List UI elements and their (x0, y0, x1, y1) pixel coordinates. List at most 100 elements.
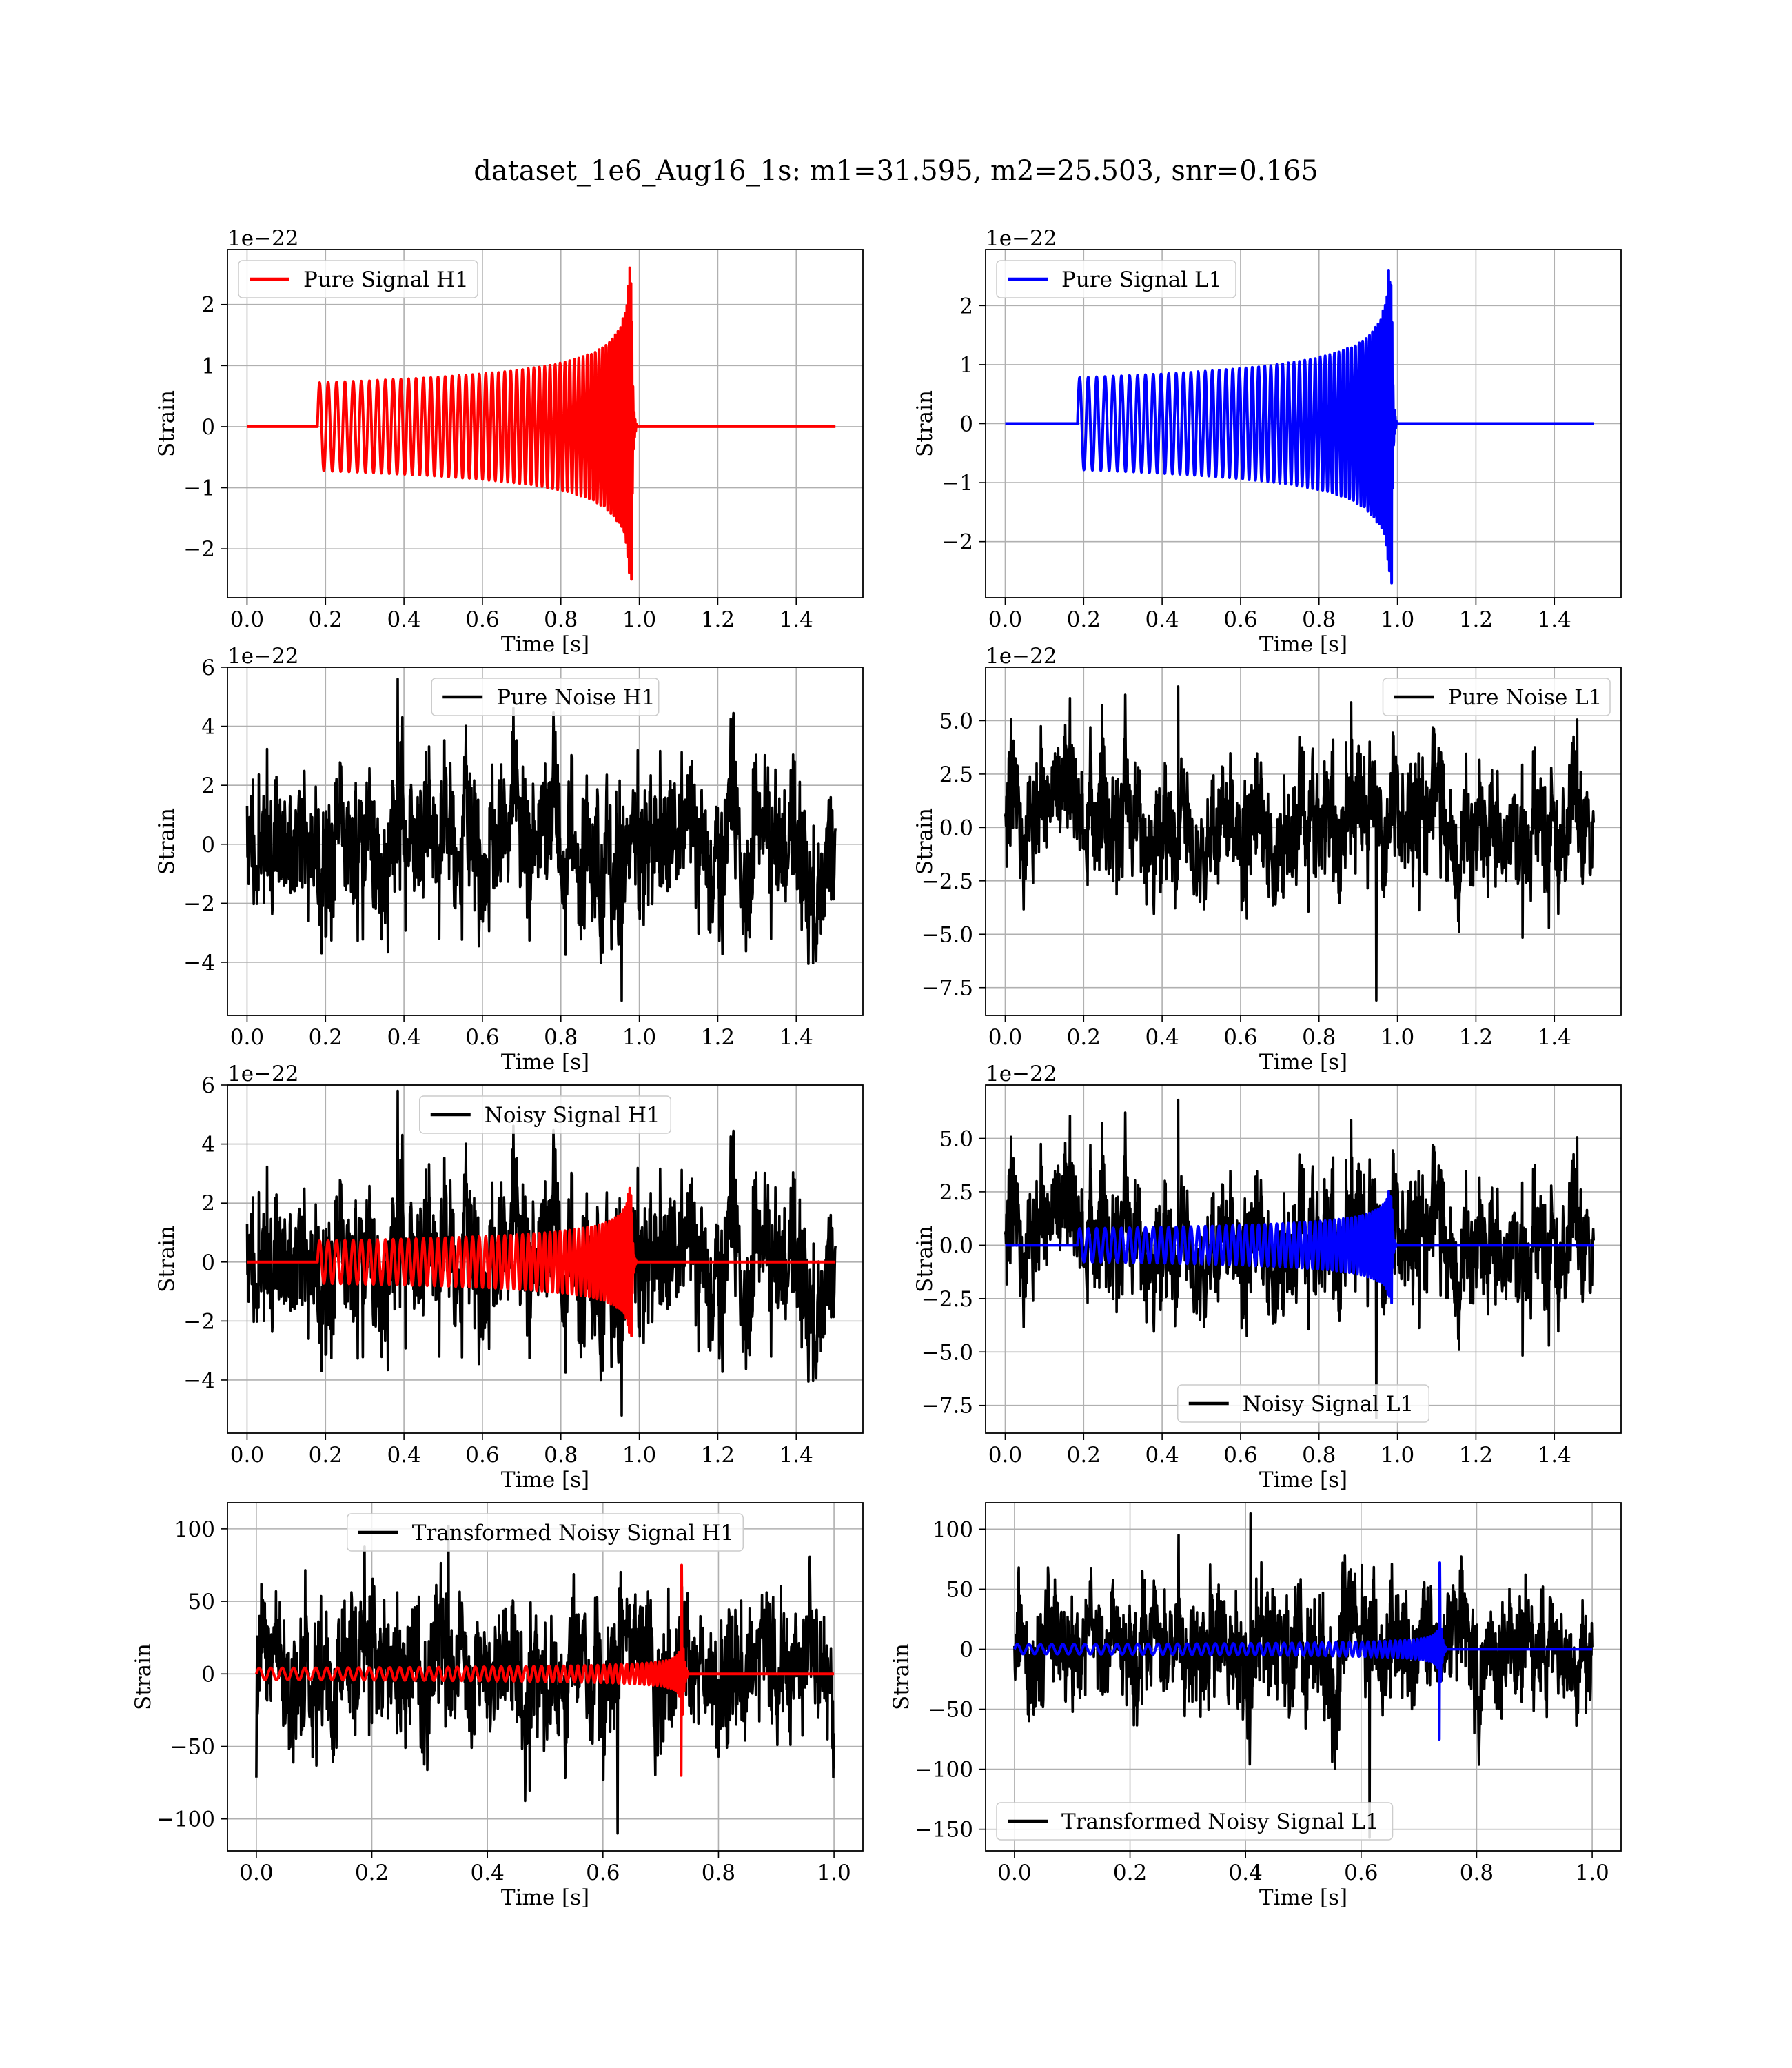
axes-frame (227, 1084, 864, 1434)
x-tick-label: 0.4 (1229, 1861, 1263, 1885)
axes-frame (227, 667, 864, 1016)
x-tick-label: 0.2 (309, 1025, 343, 1050)
x-tick-label: 0.6 (465, 1443, 499, 1468)
y-axis-label: Strain (913, 1226, 937, 1292)
x-tick-label: 1.4 (780, 1443, 813, 1468)
y-tick-label: −2 (183, 891, 215, 916)
y-tick-label: 2 (201, 773, 215, 798)
x-tick-label: 0.4 (387, 607, 420, 632)
x-tick-label: 0.2 (309, 1443, 343, 1468)
series-group (1013, 1512, 1594, 1839)
y-tick-label: 2.5 (939, 1180, 973, 1205)
x-tick-label: 0.8 (1302, 607, 1336, 632)
y-tick-label: −7.5 (922, 976, 973, 1001)
x-tick-label: 0.6 (1344, 1861, 1378, 1885)
axes-frame (985, 1084, 1622, 1434)
y-tick-label: −2.5 (922, 1287, 973, 1312)
legend: Pure Signal L1 (996, 260, 1236, 298)
x-tick-label: 1.0 (622, 1025, 656, 1050)
series-group (245, 266, 837, 581)
axis-offset-text: 1e−22 (986, 1062, 1057, 1086)
y-axis-label: Strain (913, 390, 937, 457)
series-group (245, 678, 837, 1002)
y-axis-label: Strain (913, 808, 937, 875)
legend-label: Pure Signal L1 (1061, 267, 1222, 292)
axis-offset-text: 1e−22 (227, 644, 299, 669)
x-tick-label: 1.2 (701, 1025, 735, 1050)
y-tick-label: 0 (959, 1637, 973, 1662)
series-line-overlay (245, 1186, 837, 1337)
series-line-primary (1004, 685, 1595, 1002)
y-tick-label: −50 (170, 1735, 215, 1760)
legend-box (1177, 1384, 1429, 1423)
x-tick-label: 0.4 (387, 1443, 420, 1468)
x-tick-label: 0.2 (1067, 1443, 1101, 1468)
x-tick-label: 0.0 (997, 1861, 1031, 1885)
y-tick-label: −100 (156, 1807, 215, 1832)
x-tick-label: 1.0 (1381, 607, 1414, 632)
x-tick-label: 0.2 (1067, 1025, 1101, 1050)
y-tick-label: 0 (201, 1250, 215, 1275)
y-axis-label: Strain (154, 390, 179, 457)
x-tick-label: 0.8 (1302, 1025, 1336, 1050)
legend: Noisy Signal H1 (419, 1095, 671, 1134)
series-line-primary (1013, 1512, 1594, 1839)
y-tick-label: −50 (928, 1698, 973, 1723)
y-tick-label: 100 (174, 1517, 215, 1542)
x-axis-label: Time [s] (501, 1468, 589, 1492)
series-line-primary (1004, 1098, 1595, 1420)
x-tick-label: 0.6 (465, 1025, 499, 1050)
x-tick-label: 1.2 (701, 1443, 735, 1468)
x-tick-label: 0.0 (230, 607, 264, 632)
x-axis-label: Time [s] (1259, 1468, 1347, 1492)
x-tick-label: 0.0 (988, 607, 1022, 632)
legend: Transformed Noisy Signal L1 (996, 1802, 1394, 1841)
y-axis-label: Strain (131, 1643, 156, 1710)
x-tick-label: 1.2 (1459, 607, 1493, 632)
legend-box (347, 1513, 744, 1552)
x-axis-label: Time [s] (501, 1885, 589, 1910)
x-tick-label: 0.0 (988, 1443, 1022, 1468)
axes-frame (985, 249, 1622, 598)
y-tick-label: 4 (201, 715, 215, 740)
x-tick-label: 0.2 (1067, 607, 1101, 632)
series-group (1004, 685, 1595, 1002)
y-tick-label: 0 (201, 1662, 215, 1687)
x-tick-label: 0.8 (544, 1025, 578, 1050)
y-tick-label: −100 (915, 1758, 973, 1783)
legend-label: Noisy Signal H1 (485, 1103, 660, 1128)
x-tick-label: 0.8 (544, 607, 578, 632)
x-axis-label: Time [s] (501, 632, 589, 657)
axis-offset-text: 1e−22 (227, 226, 299, 251)
y-tick-label: −1 (941, 471, 973, 496)
series-group (245, 1089, 837, 1417)
x-tick-label: 1.2 (1459, 1025, 1493, 1050)
x-tick-label: 0.6 (1223, 607, 1257, 632)
x-tick-label: 0.0 (230, 1443, 264, 1468)
legend-label: Transformed Noisy Signal H1 (412, 1521, 734, 1545)
axes-frame (227, 249, 864, 598)
legend-box (996, 1802, 1394, 1841)
x-tick-label: 0.6 (1223, 1025, 1257, 1050)
x-tick-label: 0.8 (1302, 1443, 1336, 1468)
legend-box (996, 260, 1236, 298)
x-tick-label: 0.0 (239, 1861, 273, 1885)
y-axis-label: Strain (154, 808, 179, 875)
axes-frame (227, 1502, 864, 1852)
subplot-transformed-noisy-signal-h1: 0.0 0.2 0.4 0.6 0.8 1.0 −100 −50 0 50 100 Time [s] S… (131, 1502, 864, 1910)
x-tick-label: 0.8 (1460, 1861, 1494, 1885)
y-tick-label: 2 (201, 1191, 215, 1216)
legend: Pure Noise H1 (431, 678, 660, 716)
y-tick-label: 0 (201, 415, 215, 440)
y-tick-label: 1 (201, 354, 215, 378)
y-tick-label: 2 (959, 294, 973, 318)
legend-label: Noisy Signal L1 (1243, 1392, 1414, 1417)
legend-box (431, 678, 660, 716)
series-line-overlay (1013, 1561, 1594, 1741)
y-axis-label: Strain (889, 1643, 914, 1710)
x-tick-label: 0.8 (544, 1443, 578, 1468)
legend-box (238, 260, 478, 298)
figure-title: dataset_1e6_Aug16_1s: m1=31.595, m2=25.5… (474, 155, 1318, 187)
x-axis-label: Time [s] (1259, 1885, 1347, 1910)
